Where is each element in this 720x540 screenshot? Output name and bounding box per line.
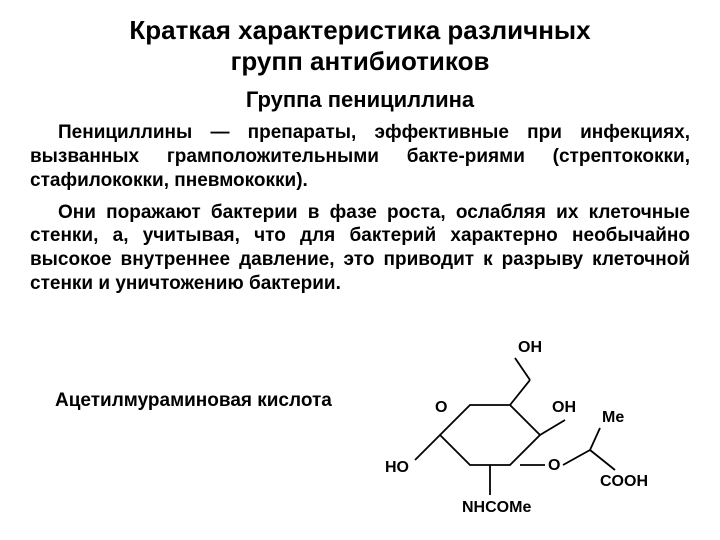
title-line-1: Краткая характеристика различных (129, 15, 590, 45)
label-ho: HO (385, 459, 409, 476)
label-oh-mid: OH (552, 399, 576, 416)
sub-title: Группа пенициллина (30, 87, 690, 113)
label-nhcome: NHCOMe (462, 499, 531, 516)
label-o-ring: O (435, 399, 447, 416)
label-oh-top: OH (518, 339, 542, 356)
paragraph-2: Они поражают бактерии в фазе роста, осла… (30, 201, 690, 296)
label-o-ether: O (548, 457, 560, 474)
label-cooh: COOH (600, 473, 648, 490)
title-line-2: групп антибиотиков (231, 46, 490, 76)
label-me: Me (602, 409, 624, 426)
main-title: Краткая характеристика различных групп а… (30, 15, 690, 77)
compound-name: Ацетилмураминовая кислота (55, 390, 332, 412)
paragraph-1: Пенициллины — препараты, эффективные при… (30, 121, 690, 192)
chemical-structure: O OH OH HO NHCOMe O Me COOH (380, 330, 670, 530)
